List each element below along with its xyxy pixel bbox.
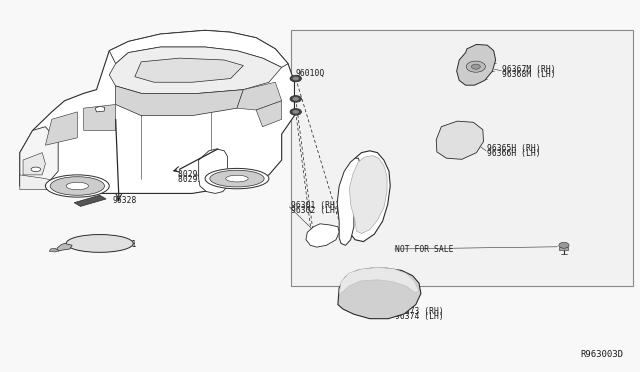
Polygon shape <box>20 175 58 190</box>
Circle shape <box>290 109 301 115</box>
Ellipse shape <box>226 175 248 182</box>
Text: 96328: 96328 <box>113 196 137 205</box>
Circle shape <box>559 242 569 248</box>
Text: 96368M (LH): 96368M (LH) <box>502 70 556 79</box>
Text: 96365H (RH): 96365H (RH) <box>487 144 541 153</box>
Polygon shape <box>237 82 282 110</box>
Ellipse shape <box>210 170 264 187</box>
Polygon shape <box>256 101 282 127</box>
Text: R963003D: R963003D <box>580 350 623 359</box>
Polygon shape <box>344 151 390 241</box>
Bar <box>291 31 633 286</box>
Polygon shape <box>45 112 77 145</box>
Circle shape <box>467 61 485 72</box>
Polygon shape <box>23 153 45 175</box>
Text: 96373 (RH): 96373 (RH) <box>396 307 444 316</box>
Text: 96010Q: 96010Q <box>296 68 325 77</box>
Circle shape <box>290 96 301 102</box>
Polygon shape <box>109 47 282 93</box>
Text: 96367M (RH): 96367M (RH) <box>502 65 556 74</box>
Polygon shape <box>349 155 387 234</box>
Polygon shape <box>198 149 227 193</box>
Text: 96301 (RH): 96301 (RH) <box>291 201 340 210</box>
Text: 96374 (LH): 96374 (LH) <box>396 312 444 321</box>
Polygon shape <box>49 248 60 252</box>
Polygon shape <box>457 44 495 85</box>
Text: 96321: 96321 <box>113 240 137 249</box>
Circle shape <box>290 75 301 82</box>
Polygon shape <box>306 224 339 247</box>
Polygon shape <box>116 86 243 116</box>
Polygon shape <box>436 121 483 159</box>
Polygon shape <box>337 158 360 245</box>
Polygon shape <box>57 243 72 251</box>
Circle shape <box>292 110 299 114</box>
Polygon shape <box>20 127 58 186</box>
Polygon shape <box>20 31 294 193</box>
Polygon shape <box>74 195 106 206</box>
Ellipse shape <box>205 169 269 189</box>
Text: 96366H (LH): 96366H (LH) <box>487 149 541 158</box>
Text: NOT FOR SALE: NOT FOR SALE <box>396 245 454 254</box>
Circle shape <box>292 97 299 101</box>
Polygon shape <box>338 268 421 319</box>
Ellipse shape <box>45 175 109 197</box>
Text: 80292 (RH): 80292 (RH) <box>178 170 227 179</box>
Text: 96302 (LH): 96302 (LH) <box>291 206 340 215</box>
Circle shape <box>292 77 299 80</box>
Ellipse shape <box>50 177 104 195</box>
Ellipse shape <box>66 235 133 252</box>
Ellipse shape <box>31 167 40 171</box>
Text: 80293 (LH): 80293 (LH) <box>178 175 227 184</box>
Polygon shape <box>109 31 288 67</box>
Polygon shape <box>339 267 419 294</box>
Polygon shape <box>135 58 243 82</box>
Ellipse shape <box>66 182 88 190</box>
Polygon shape <box>559 247 568 250</box>
Polygon shape <box>95 106 105 112</box>
Circle shape <box>471 64 480 69</box>
Polygon shape <box>84 105 116 131</box>
